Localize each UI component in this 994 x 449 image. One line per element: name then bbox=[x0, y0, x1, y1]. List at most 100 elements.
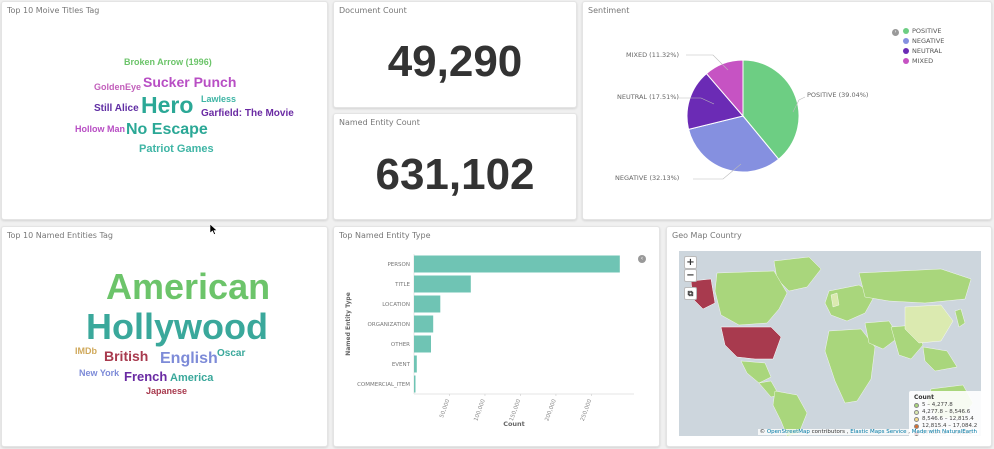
movie-titles-panel: Top 10 Moive Titles Tag Broken Arrow (19… bbox=[1, 1, 328, 220]
pie-leader-line bbox=[693, 163, 742, 180]
panel-title: Top 10 Named Entities Tag bbox=[7, 231, 114, 240]
legend-range: 12,815.4 – 17,084.2 bbox=[922, 423, 978, 429]
legend-swatch bbox=[914, 416, 919, 422]
bar-organization[interactable] bbox=[414, 315, 434, 333]
legend-label: NEUTRAL bbox=[912, 47, 943, 55]
pie-slice-neutral[interactable] bbox=[686, 72, 744, 130]
x-axis-title: Count bbox=[503, 420, 525, 428]
uk-shape bbox=[830, 292, 840, 308]
map-legend-row: 12,815.4 – 17,084.2 bbox=[914, 423, 977, 429]
cloud-word[interactable]: Hollow Man bbox=[75, 124, 125, 134]
bar-location[interactable] bbox=[414, 295, 441, 313]
cloud-word[interactable]: Hollywood bbox=[86, 306, 268, 347]
cloud-word[interactable]: British bbox=[104, 348, 149, 364]
cloud-word[interactable]: New York bbox=[79, 368, 120, 378]
category-label: PERSON bbox=[387, 262, 410, 268]
cloud-word[interactable]: Patriot Games bbox=[139, 143, 214, 155]
map-legend-row: 5 – 4,277.8 bbox=[914, 402, 977, 408]
x-tick-label: 50,000 bbox=[439, 398, 451, 419]
entity-type-panel: Top Named Entity Type ‹ PERSON TITLE LOCAT… bbox=[333, 226, 660, 447]
legend-swatch bbox=[914, 409, 919, 415]
cloud-word[interactable]: English bbox=[160, 350, 218, 367]
cloud-word[interactable]: Lawless bbox=[201, 94, 237, 104]
cloud-word[interactable]: America bbox=[170, 372, 214, 384]
sentiment-pie-chart bbox=[678, 54, 806, 180]
category-label: ORGANIZATION bbox=[368, 322, 410, 328]
legend-label: MIXED bbox=[912, 57, 934, 65]
cloud-word[interactable]: Sucker Punch bbox=[143, 74, 237, 90]
cloud-word[interactable]: American bbox=[106, 266, 271, 307]
africa-shape bbox=[824, 328, 876, 404]
category-label: EVENT bbox=[392, 362, 411, 368]
zoom-out-button[interactable]: − bbox=[684, 269, 697, 282]
mouse-cursor-icon bbox=[210, 224, 218, 235]
attribution-sep: , bbox=[906, 429, 912, 435]
cloud-word[interactable]: Hero bbox=[141, 92, 194, 118]
attribution-prefix: © bbox=[759, 429, 767, 435]
usa-shape bbox=[720, 326, 782, 360]
cloud-word[interactable]: Japanese bbox=[146, 386, 188, 396]
ems-link[interactable]: Elastic Maps Service bbox=[850, 429, 907, 435]
attribution-mid: contributors , bbox=[809, 429, 851, 435]
bar-person[interactable] bbox=[414, 255, 620, 273]
legend-toggle-icon[interactable]: ‹ bbox=[638, 255, 646, 263]
entity-word-cloud: American Hollywood IMDb British English … bbox=[2, 227, 327, 446]
europe-shape bbox=[824, 284, 876, 322]
southeast-asia-shape bbox=[922, 346, 958, 372]
document-count-panel: Document Count 49,290 bbox=[333, 1, 577, 108]
entity-type-bar-chart: PERSON TITLE LOCATION ORGANIZATION OTHER EVEN… bbox=[345, 254, 634, 428]
legend-item-neutral[interactable]: NEUTRAL bbox=[903, 47, 942, 55]
bar-other[interactable] bbox=[414, 335, 431, 353]
bar-event[interactable] bbox=[414, 355, 417, 373]
panel-title: Top 10 Moive Titles Tag bbox=[7, 6, 100, 15]
pie-label-neutral: NEUTRAL (17.51%) bbox=[617, 93, 679, 101]
legend-item-negative[interactable]: NEGATIVE bbox=[903, 37, 944, 45]
osm-link[interactable]: OpenStreetMap bbox=[766, 429, 810, 435]
legend-toggle-icon[interactable]: › bbox=[892, 29, 899, 36]
cloud-word[interactable]: French bbox=[124, 369, 168, 384]
category-label: OTHER bbox=[391, 342, 410, 348]
bar-title[interactable] bbox=[414, 275, 471, 293]
zoom-in-button[interactable]: + bbox=[684, 256, 697, 269]
pie-slice-mixed[interactable] bbox=[705, 59, 744, 118]
pie-leader-line bbox=[792, 96, 806, 113]
legend-range: 5 – 4,277.8 bbox=[922, 402, 953, 408]
geo-map-panel: Geo Map Country + − bbox=[666, 226, 992, 447]
crop-icon[interactable]: ⧉ bbox=[684, 287, 697, 300]
panel-title: Named Entity Count bbox=[339, 118, 420, 127]
named-entity-count-panel: Named Entity Count 631,102 bbox=[333, 113, 577, 220]
cloud-word[interactable]: Still Alice bbox=[94, 103, 139, 114]
category-label: COMMERCIAL_ITEM bbox=[357, 382, 410, 388]
middle-east-shape bbox=[864, 320, 900, 350]
pie-label-positive: POSITIVE (39.04%) bbox=[807, 91, 869, 99]
named-entities-panel: Top 10 Named Entities Tag American Holly… bbox=[1, 226, 328, 447]
named-entity-count-value: 631,102 bbox=[375, 150, 535, 199]
x-tick-label: 200,000 bbox=[544, 398, 558, 422]
panel-title: Sentiment bbox=[588, 6, 630, 15]
cloud-word[interactable]: No Escape bbox=[126, 121, 208, 138]
panel-title: Geo Map Country bbox=[672, 231, 742, 240]
legend-dot bbox=[903, 28, 909, 34]
map-canvas[interactable]: + − ⧉ Count 5 – 4,277.8 4,277.8 – 8,546.… bbox=[679, 251, 981, 436]
cloud-word[interactable]: Garfield: The Movie bbox=[201, 108, 294, 119]
pie-leader-line bbox=[686, 54, 729, 71]
china-shape bbox=[904, 304, 954, 344]
legend-item-positive[interactable]: POSITIVE bbox=[903, 27, 942, 35]
legend-label: POSITIVE bbox=[912, 27, 942, 35]
cloud-word[interactable]: Broken Arrow (1996) bbox=[124, 57, 212, 67]
category-label: LOCATION bbox=[382, 302, 410, 308]
pie-slice-positive[interactable] bbox=[742, 59, 800, 160]
map-legend-row: 4,277.8 – 8,546.6 bbox=[914, 409, 977, 415]
cloud-word[interactable]: Oscar bbox=[217, 348, 246, 359]
bar-commercial_item[interactable] bbox=[414, 375, 416, 393]
pie-slice-negative[interactable] bbox=[688, 115, 780, 173]
sentiment-panel: Sentiment MIXED (11.32%) NEUTRAL (17.51%… bbox=[582, 1, 992, 220]
canada-shape bbox=[714, 270, 788, 326]
cloud-word[interactable]: GoldenEye bbox=[94, 82, 142, 92]
map-legend-title: Count bbox=[914, 394, 934, 401]
cloud-word[interactable]: IMDb bbox=[75, 346, 97, 356]
pie-label-mixed: MIXED (11.32%) bbox=[626, 51, 680, 59]
x-tick-label: 100,000 bbox=[473, 398, 487, 422]
naturalearth-link[interactable]: Made with NaturalEarth bbox=[911, 429, 977, 435]
legend-item-mixed[interactable]: MIXED bbox=[903, 57, 933, 65]
